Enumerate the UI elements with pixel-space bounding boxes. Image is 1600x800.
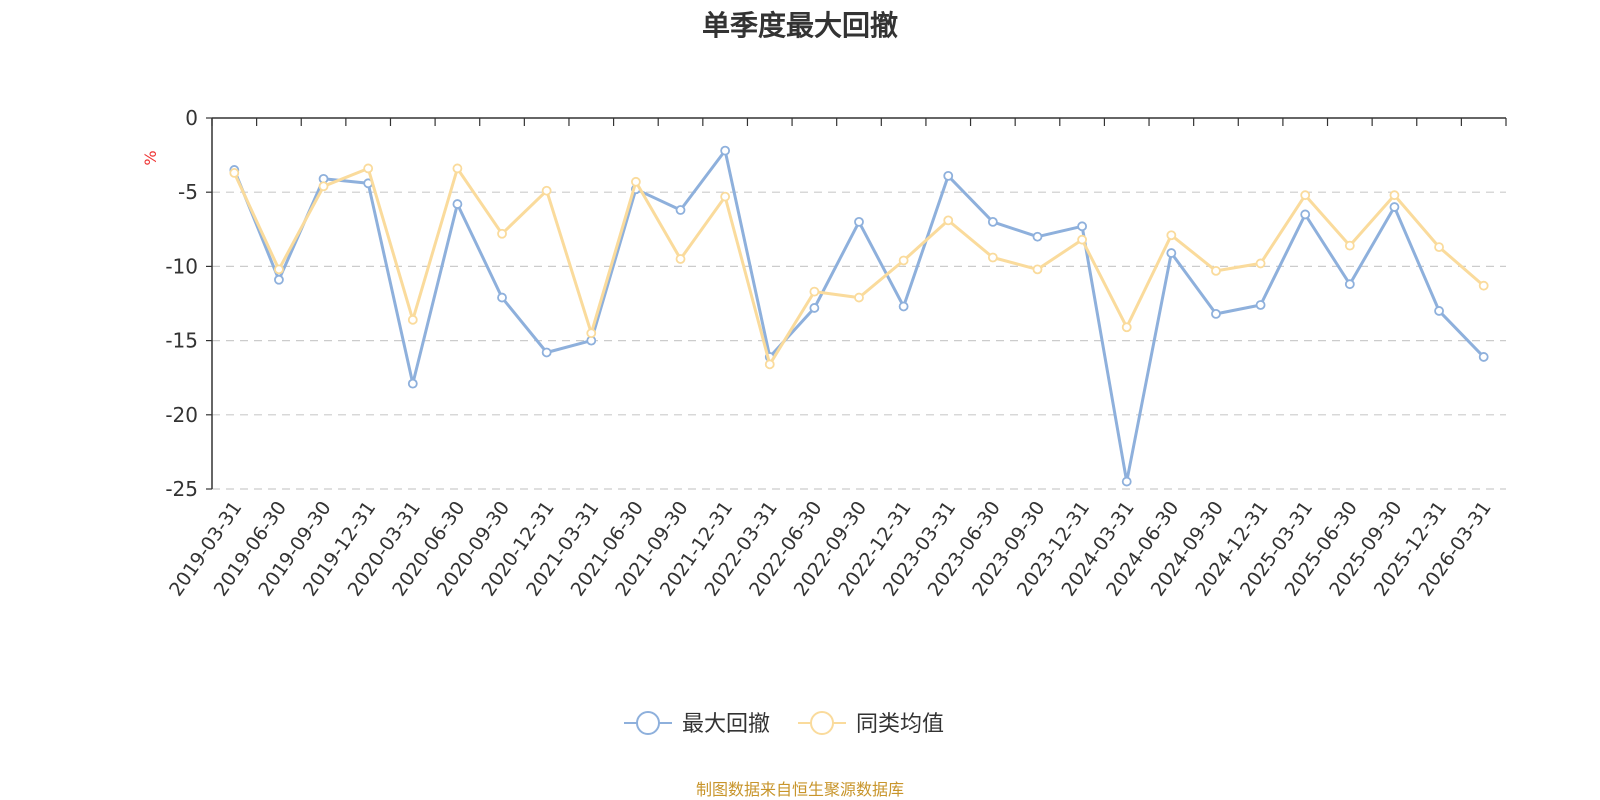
data-point bbox=[1077, 234, 1088, 245]
legend-item-1: 同类均值 bbox=[798, 711, 944, 737]
data-point bbox=[407, 378, 418, 389]
legend: 最大回撤 同类均值 bbox=[624, 711, 944, 737]
series-lines bbox=[229, 145, 1489, 487]
data-point bbox=[274, 264, 284, 275]
data-point bbox=[720, 145, 731, 156]
data-point bbox=[1121, 476, 1132, 487]
y-tick-label: -5 bbox=[178, 180, 198, 204]
data-point bbox=[1300, 190, 1311, 201]
data-point bbox=[541, 347, 552, 358]
data-point bbox=[1077, 221, 1088, 232]
data-point bbox=[987, 252, 998, 263]
data-point bbox=[274, 274, 284, 285]
y-tick-label: -10 bbox=[165, 254, 198, 278]
y-tick-label: -25 bbox=[165, 477, 198, 501]
data-point bbox=[987, 216, 998, 227]
data-point bbox=[1434, 306, 1444, 316]
y-tick-label: -20 bbox=[165, 403, 198, 427]
y-tick-label: -15 bbox=[165, 329, 198, 353]
data-point bbox=[1255, 300, 1266, 310]
legend-item-0: 最大回撤 bbox=[624, 711, 770, 737]
y-axis-label: % bbox=[141, 150, 160, 165]
legend-label: 同类均值 bbox=[856, 712, 944, 737]
data-point bbox=[764, 359, 775, 370]
data-point bbox=[1166, 248, 1177, 258]
legend-marker bbox=[810, 711, 834, 735]
series-line-0 bbox=[232, 149, 1485, 484]
data-point bbox=[1121, 322, 1132, 333]
data-point bbox=[943, 215, 954, 226]
data-point bbox=[1032, 264, 1043, 275]
data-point bbox=[1434, 242, 1444, 253]
data-point bbox=[675, 254, 686, 264]
data-point bbox=[452, 199, 463, 209]
data-point bbox=[363, 163, 374, 174]
data-point bbox=[229, 168, 240, 178]
data-point bbox=[854, 292, 864, 303]
data-point bbox=[1344, 240, 1355, 251]
data-point bbox=[1389, 190, 1400, 201]
data-point bbox=[1211, 308, 1221, 319]
data-point bbox=[1478, 352, 1489, 362]
data-point bbox=[1255, 258, 1266, 269]
data-point bbox=[452, 163, 463, 174]
data-point bbox=[1389, 202, 1400, 212]
data-point bbox=[318, 181, 329, 192]
data-point bbox=[1166, 230, 1177, 241]
data-point bbox=[1344, 279, 1355, 290]
data-point bbox=[854, 216, 864, 227]
data-point bbox=[407, 314, 418, 325]
data-point bbox=[898, 255, 909, 266]
legend-label: 最大回撤 bbox=[682, 712, 770, 737]
grid-lines bbox=[212, 191, 1506, 490]
data-point bbox=[720, 191, 731, 202]
chart-title: 单季度最大回撤 bbox=[701, 9, 898, 42]
data-point bbox=[809, 303, 820, 313]
data-point bbox=[541, 185, 552, 196]
legend-marker bbox=[636, 711, 660, 735]
data-point bbox=[497, 292, 507, 303]
data-point bbox=[497, 228, 507, 239]
data-source-note: 制图数据来自恒生聚源数据库 bbox=[695, 780, 904, 799]
y-tick-label: 0 bbox=[185, 106, 198, 130]
data-point bbox=[1300, 209, 1311, 220]
data-point bbox=[630, 176, 641, 187]
data-point bbox=[586, 328, 597, 339]
data-point bbox=[675, 205, 686, 215]
data-point bbox=[1032, 231, 1043, 242]
data-point bbox=[943, 170, 954, 181]
data-point bbox=[898, 301, 909, 312]
data-point bbox=[809, 286, 820, 297]
data-point bbox=[1478, 280, 1489, 291]
data-point bbox=[1211, 265, 1221, 276]
